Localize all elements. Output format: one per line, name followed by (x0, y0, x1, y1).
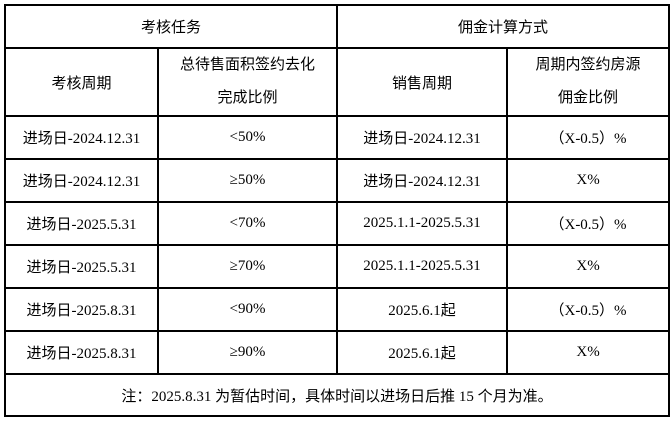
note-row: 注：2025.8.31 为暂估时间，具体时间以进场日后推 15 个月为准。 (3, 373, 671, 417)
col-header-completion-ratio-line1: 总待售面积签约去化 (180, 57, 316, 73)
column-header-row: 考核周期 总待售面积签约去化 完成比例 销售周期 周期内签约房源 佣金比例 (4, 47, 671, 117)
table-cell: 2025.1.1-2025.5.31 (336, 201, 509, 246)
table-row: 进场日-2024.12.31 ≥50% 进场日-2024.12.31 X% (4, 158, 671, 203)
col-header-completion-ratio: 总待售面积签约去化 完成比例 (156, 47, 339, 117)
table-cell: <90% (156, 287, 339, 332)
table-cell: X% (506, 244, 671, 289)
col-header-sales-period: 销售周期 (336, 47, 509, 117)
header-group-row: 考核任务 佣金计算方式 (3, 4, 671, 49)
table-row: 进场日-2025.8.31 ≥90% 2025.6.1起 X% (4, 330, 671, 375)
col-header-commission-rate-line2: 佣金比例 (558, 90, 619, 106)
table-cell: 进场日-2025.8.31 (4, 330, 159, 375)
table-cell: ≥50% (156, 158, 339, 203)
table-cell: <50% (156, 115, 339, 160)
table-cell: 进场日-2024.12.31 (336, 115, 509, 160)
table-cell: （X-0.5）% (506, 201, 671, 246)
col-header-assessment-period: 考核周期 (4, 47, 159, 117)
table-cell: 2025.6.1起 (336, 330, 509, 375)
table-cell: ≥90% (156, 330, 339, 375)
col-header-completion-ratio-line2: 完成比例 (217, 90, 278, 106)
table-cell: 进场日-2024.12.31 (336, 158, 509, 203)
table-cell: 进场日-2025.5.31 (4, 244, 159, 289)
table-row: 进场日-2025.5.31 <70% 2025.1.1-2025.5.31 （X… (4, 201, 671, 246)
header-assessment-task: 考核任务 (3, 4, 339, 49)
table-cell: 进场日-2025.5.31 (4, 201, 159, 246)
table-cell: <70% (156, 201, 339, 246)
table-cell: 进场日-2024.12.31 (4, 158, 159, 203)
table-cell: X% (506, 158, 671, 203)
table-note: 注：2025.8.31 为暂估时间，具体时间以进场日后推 15 个月为准。 (3, 373, 671, 417)
col-header-commission-rate-line1: 周期内签约房源 (535, 57, 641, 73)
table-cell: 2025.1.1-2025.5.31 (336, 244, 509, 289)
table-cell: （X-0.5）% (506, 115, 671, 160)
table-row: 进场日-2025.8.31 <90% 2025.6.1起 （X-0.5）% (4, 287, 671, 332)
table-row: 进场日-2024.12.31 <50% 进场日-2024.12.31 （X-0.… (4, 115, 671, 160)
col-header-commission-rate: 周期内签约房源 佣金比例 (506, 47, 671, 117)
table-row: 进场日-2025.5.31 ≥70% 2025.1.1-2025.5.31 X% (4, 244, 671, 289)
assessment-commission-table: 考核任务 佣金计算方式 考核周期 总待售面积签约去化 完成比例 销售周期 周期内… (3, 4, 671, 417)
table-cell: （X-0.5）% (506, 287, 671, 332)
table-cell: X% (506, 330, 671, 375)
table-cell: ≥70% (156, 244, 339, 289)
table-cell: 进场日-2024.12.31 (4, 115, 159, 160)
header-commission-method: 佣金计算方式 (336, 4, 671, 49)
table-cell: 进场日-2025.8.31 (4, 287, 159, 332)
table-cell: 2025.6.1起 (336, 287, 509, 332)
